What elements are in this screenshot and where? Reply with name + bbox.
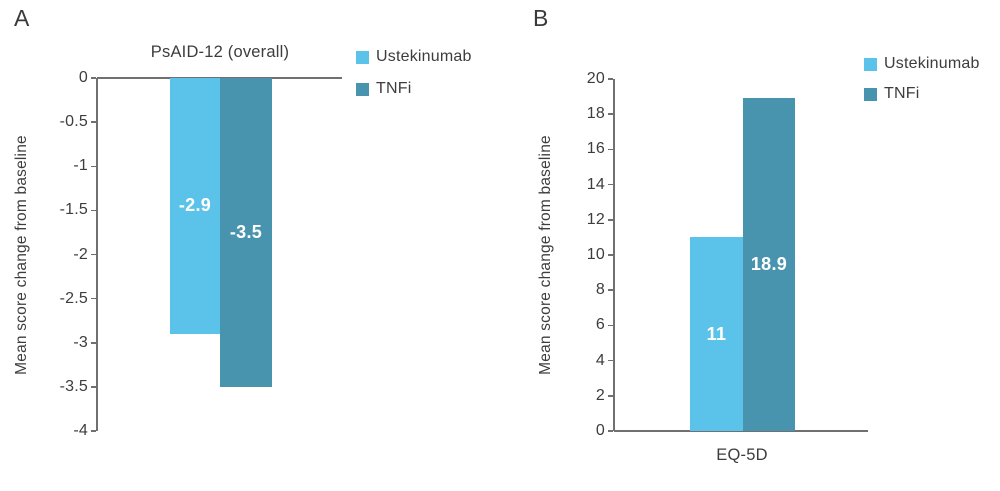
panel-a-label: A <box>14 5 30 31</box>
y-tick-mark <box>608 183 613 186</box>
legend-label-ustekinumab: Ustekinumab <box>884 55 980 72</box>
y-tick-label: 12 <box>586 210 605 228</box>
tnfi-swatch-icon <box>864 87 877 101</box>
y-tick-label: 6 <box>595 316 605 334</box>
y-tick-label: -3 <box>73 333 88 351</box>
y-tick-mark <box>608 148 613 151</box>
y-tick-label: -4 <box>73 422 88 439</box>
y-tick-mark <box>91 430 96 432</box>
y-tick-mark <box>608 219 613 221</box>
panel-a: A PsAID-12 (overall) Mean score change f… <box>13 5 472 439</box>
y-tick-mark <box>91 77 96 79</box>
y-tick-mark <box>608 395 613 397</box>
bar-ustekinumab: -2.9 <box>170 78 220 334</box>
bar-tnfi: 18.9 <box>743 98 795 431</box>
y-tick-label: 18 <box>586 105 605 123</box>
legend-b: Ustekinumab TNFi <box>864 54 980 104</box>
y-tick-label: -0.5 <box>59 113 88 131</box>
legend-a: Ustekinumab TNFi <box>356 47 472 99</box>
y-tick-mark <box>91 165 96 167</box>
y-tick-label: -2.5 <box>59 289 88 307</box>
y-axis-line <box>96 78 98 431</box>
y-tick-label: 4 <box>595 351 605 369</box>
y-tick-mark <box>91 342 96 344</box>
panel-b: B Mean score change from baseline EQ-5D … <box>500 0 1000 491</box>
y-tick-mark <box>608 289 613 291</box>
y-tick-label: -1.5 <box>59 201 88 219</box>
x-axis-line <box>614 430 868 432</box>
y-tick-label: -1 <box>73 157 88 175</box>
y-tick-mark <box>608 359 613 362</box>
legend-item-ustekinumab: Ustekinumab <box>864 54 980 74</box>
y-tick-mark <box>91 253 96 256</box>
chart-a-plot: 0 -0.5 -1 -1.5 -2 -2.5 -3 -3.5 -4 -2.9 -3.5 <box>59 69 342 439</box>
bar-ustekinumab: 11 <box>690 237 743 431</box>
y-tick-label: 14 <box>586 175 605 193</box>
y-tick-mark <box>608 324 613 327</box>
y-tick-label: 0 <box>595 422 605 439</box>
chart-b-plot: 20 18 16 14 12 10 8 6 4 2 0 11 18.9 <box>500 0 1000 491</box>
y-tick-mark <box>91 121 96 123</box>
legend-item-tnfi: TNFi <box>864 84 980 104</box>
y-tick-mark <box>608 113 613 115</box>
y-tick-mark <box>91 386 96 388</box>
y-tick-label: 16 <box>586 140 605 158</box>
tnfi-swatch-icon <box>356 82 369 96</box>
legend-item-ustekinumab: Ustekinumab <box>356 47 472 67</box>
bar-value-label: 18.9 <box>750 254 788 275</box>
y-tick-label: 0 <box>78 69 88 86</box>
y-tick-label: 2 <box>595 386 605 404</box>
y-tick-label: 8 <box>595 281 605 299</box>
bar-value-label: -3.5 <box>229 221 263 242</box>
panel-b-label: B <box>533 5 549 31</box>
legend-label-ustekinumab: Ustekinumab <box>376 48 472 65</box>
chart-a-title: PsAID-12 (overall) <box>150 43 290 61</box>
bar-value-label: 11 <box>706 323 727 344</box>
bar-value-label: -2.9 <box>178 195 212 216</box>
y-tick-mark <box>608 430 613 432</box>
ustekinumab-swatch-icon <box>864 57 877 71</box>
legend-item-tnfi: TNFi <box>356 79 472 99</box>
legend-label-tnfi: TNFi <box>376 80 412 97</box>
y-tick-mark <box>608 78 613 80</box>
y-tick-label: -2 <box>73 245 88 263</box>
y-tick-mark <box>608 254 613 256</box>
y-axis-line <box>613 79 615 431</box>
ustekinumab-swatch-icon <box>356 50 369 64</box>
legend-label-tnfi: TNFi <box>884 85 920 102</box>
y-tick-label: 10 <box>586 246 605 263</box>
y-tick-mark <box>91 297 96 300</box>
y-tick-label: -3.5 <box>59 377 88 395</box>
bar-tnfi: -3.5 <box>220 78 272 387</box>
y-tick-label: 20 <box>586 70 605 87</box>
chart-b-xlabel: EQ-5D <box>716 446 768 464</box>
y-tick-mark <box>91 209 96 212</box>
